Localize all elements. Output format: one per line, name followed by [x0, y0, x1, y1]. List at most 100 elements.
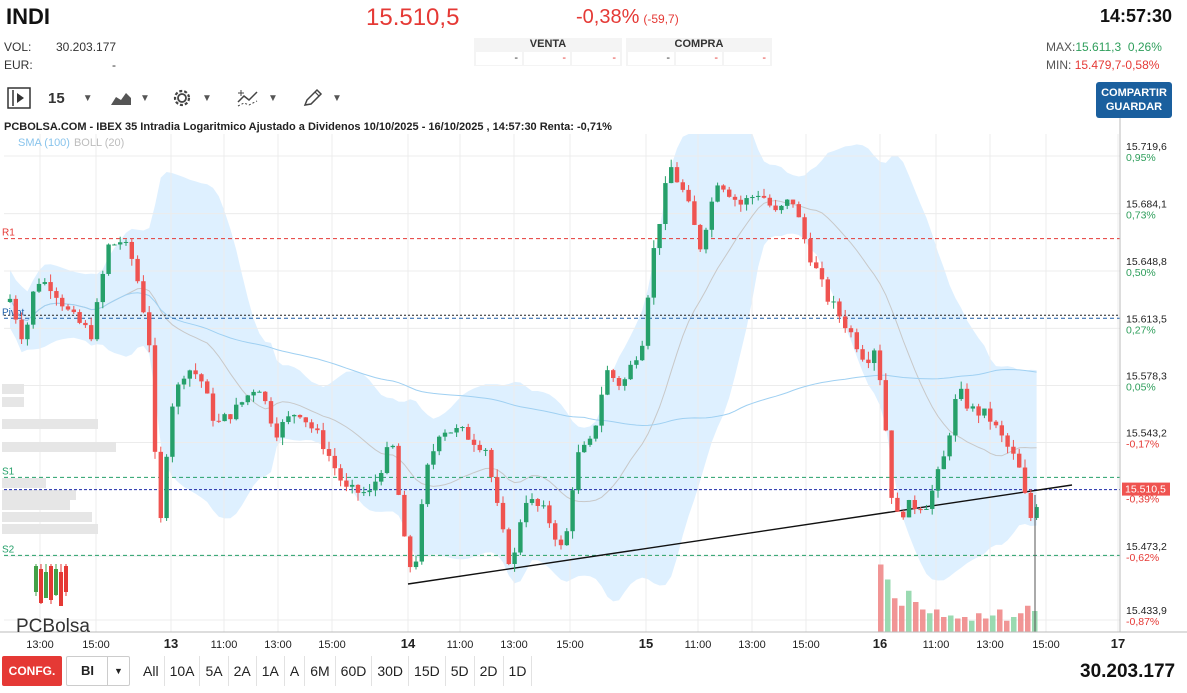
- range-button[interactable]: All: [138, 656, 165, 686]
- share-save-button[interactable]: COMPARTIR GUARDAR: [1096, 82, 1172, 118]
- chart-mode-select[interactable]: BI ▼: [66, 656, 130, 686]
- x-tick-label: 13:00: [26, 639, 54, 651]
- share-label: COMPARTIR: [1101, 87, 1167, 99]
- boll-legend[interactable]: BOLL (20): [73, 137, 125, 149]
- range-button[interactable]: 2D: [475, 656, 504, 686]
- volume-bar: [1018, 613, 1024, 632]
- candle-body: [19, 319, 24, 340]
- x-tick-label: 14: [401, 636, 416, 651]
- range-button[interactable]: 1A: [257, 656, 285, 686]
- venta-cell: -: [524, 52, 570, 65]
- price-change: -0,38% (-59,7): [576, 6, 679, 29]
- candle-body: [239, 402, 245, 405]
- min-percent: -0,58%: [1121, 58, 1160, 72]
- logo-candle: [64, 566, 68, 592]
- chart-type-select[interactable]: ▼: [110, 86, 150, 110]
- quote-time: 14:57:30: [1100, 6, 1173, 26]
- range-button[interactable]: A: [285, 656, 306, 686]
- candle-body: [1028, 492, 1033, 518]
- range-button[interactable]: 10A: [165, 656, 201, 686]
- volume-bar: [1011, 617, 1017, 632]
- venta-cell: -: [476, 52, 522, 65]
- volume-bar: [983, 618, 989, 632]
- eur-value: -: [112, 58, 116, 72]
- interval-select[interactable]: 15 ▼: [48, 86, 93, 110]
- range-button[interactable]: 15D: [409, 656, 446, 686]
- order-book-profile: [2, 384, 116, 534]
- candle-body: [118, 242, 123, 245]
- x-tick-label: 13:00: [976, 639, 1004, 651]
- indicators-select[interactable]: ▼: [236, 86, 278, 110]
- volume-label: VOL:: [4, 40, 32, 54]
- candle-body: [54, 291, 59, 298]
- logo-candle: [54, 569, 58, 595]
- order-book-venta: VENTA - - -: [474, 38, 622, 66]
- pencil-icon: [303, 88, 323, 106]
- current-price-tag: [1122, 482, 1170, 496]
- candle-body: [489, 449, 494, 478]
- candle-body: [1011, 446, 1016, 454]
- candle-body: [402, 494, 407, 537]
- save-label: GUARDAR: [1105, 101, 1163, 113]
- candle-body: [419, 504, 424, 562]
- candle-body: [750, 196, 755, 199]
- range-selector: All 10A 5A 2A 1A A 6M 60D 30D 15D 5D 2D 1D: [138, 656, 533, 686]
- candle-body: [570, 490, 575, 532]
- range-button[interactable]: 60D: [336, 656, 373, 686]
- candle-body: [13, 298, 18, 320]
- order-book-bar: [2, 512, 92, 522]
- candles: [7, 159, 1039, 632]
- volume-bar: [955, 618, 961, 632]
- candle-body: [906, 500, 912, 518]
- candle-body: [431, 451, 436, 465]
- candle-body: [181, 378, 187, 385]
- sma-legend[interactable]: SMA (100): [18, 137, 70, 149]
- y-tick-price: 15.719,6: [1126, 141, 1167, 153]
- candle-body: [860, 349, 865, 360]
- candle-body: [483, 449, 488, 451]
- candle-body: [344, 480, 349, 487]
- y-tick-percent: -0,62%: [1126, 552, 1159, 564]
- candle-body: [361, 492, 366, 494]
- y-tick-price: 15.648,8: [1126, 256, 1167, 268]
- candle-body: [727, 189, 732, 197]
- candle-body: [373, 481, 378, 491]
- chevron-down-icon[interactable]: ▼: [107, 657, 129, 685]
- eur-label: EUR:: [4, 58, 33, 72]
- play-button[interactable]: [6, 86, 32, 110]
- area-chart-icon: [111, 93, 131, 105]
- candle-body: [89, 325, 94, 340]
- candle-body: [796, 204, 801, 218]
- range-button[interactable]: 6M: [305, 656, 336, 686]
- drawing-tools-select[interactable]: ▼: [302, 86, 342, 110]
- settings-select[interactable]: ▼: [170, 86, 212, 110]
- range-button[interactable]: 5A: [200, 656, 229, 686]
- range-button[interactable]: 5D: [446, 656, 475, 686]
- candle-body: [715, 185, 720, 202]
- y-tick-percent: 0,27%: [1126, 324, 1156, 336]
- chevron-down-icon: ▼: [140, 92, 150, 104]
- config-button[interactable]: CONFG.: [2, 656, 62, 686]
- candle-body: [518, 522, 523, 553]
- compra-label: COMPRA: [674, 38, 724, 50]
- candle-body: [611, 370, 616, 379]
- logo-text: PCBolsa: [16, 616, 90, 637]
- eur-row: EUR: -: [4, 58, 116, 72]
- candle-body: [883, 380, 888, 431]
- candle-body: [460, 427, 465, 429]
- candle-body: [1017, 453, 1022, 468]
- y-tick-price: 15.433,9: [1126, 605, 1167, 617]
- candle-body: [628, 364, 633, 380]
- candle-body: [964, 388, 970, 409]
- range-button[interactable]: 1D: [504, 656, 533, 686]
- order-book-bar: [2, 442, 116, 452]
- range-button[interactable]: 2A: [229, 656, 257, 686]
- order-book-bar: [2, 419, 98, 429]
- candle-body: [553, 523, 558, 540]
- candle-body: [280, 422, 285, 438]
- candle-body: [31, 291, 36, 325]
- range-button[interactable]: 30D: [372, 656, 410, 686]
- candle-body: [7, 298, 13, 303]
- candle-body: [106, 244, 111, 274]
